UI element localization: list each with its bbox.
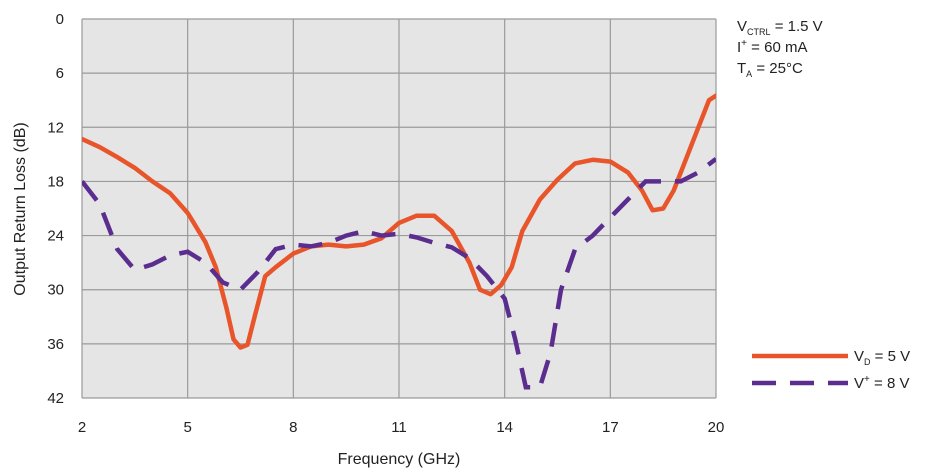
- grid: [81, 18, 717, 399]
- y-tick-label: 12: [47, 119, 64, 136]
- y-tick-label: 24: [47, 228, 64, 245]
- y-tick-labels: 0 6 12 18 24 30 36 42: [47, 11, 64, 407]
- y-tick-label: 42: [47, 390, 64, 407]
- y-tick-label: 30: [47, 282, 64, 299]
- series-line-2: [82, 157, 716, 390]
- y-tick-label: 6: [56, 65, 64, 82]
- y-tick-label: 18: [47, 173, 64, 190]
- conditions-annotation: VCTRL = 1.5 VI+ = 60 mA TA = 25°C: [737, 18, 823, 79]
- x-axis-title: Frequency (GHz): [338, 451, 461, 468]
- x-tick-label: 14: [496, 419, 513, 436]
- x-tick-label: 5: [183, 419, 191, 436]
- x-tick-label: 20: [708, 419, 725, 436]
- y-axis-title: Output Return Loss (dB): [12, 122, 29, 295]
- legend: VD = 5 V V+ = 8 V: [752, 348, 910, 392]
- y-tick-label: 0: [56, 11, 64, 28]
- condition-label: I+ = 60 mA: [737, 38, 807, 56]
- condition-label: TA = 25°C: [737, 60, 803, 79]
- x-tick-label: 8: [289, 419, 297, 436]
- x-tick-labels: 2 5 8 11 14 17 20: [78, 419, 725, 436]
- condition-label: VCTRL = 1.5 V: [737, 18, 823, 37]
- legend-label: VD = 5 V: [854, 348, 910, 367]
- x-tick-label: 2: [78, 419, 86, 436]
- legend-label: V+ = 8 V: [854, 374, 909, 392]
- x-tick-label: 17: [602, 419, 619, 436]
- series-lines: [82, 93, 716, 390]
- series-line-1: [82, 93, 716, 350]
- x-tick-label: 11: [391, 419, 407, 436]
- y-tick-label: 36: [47, 336, 64, 353]
